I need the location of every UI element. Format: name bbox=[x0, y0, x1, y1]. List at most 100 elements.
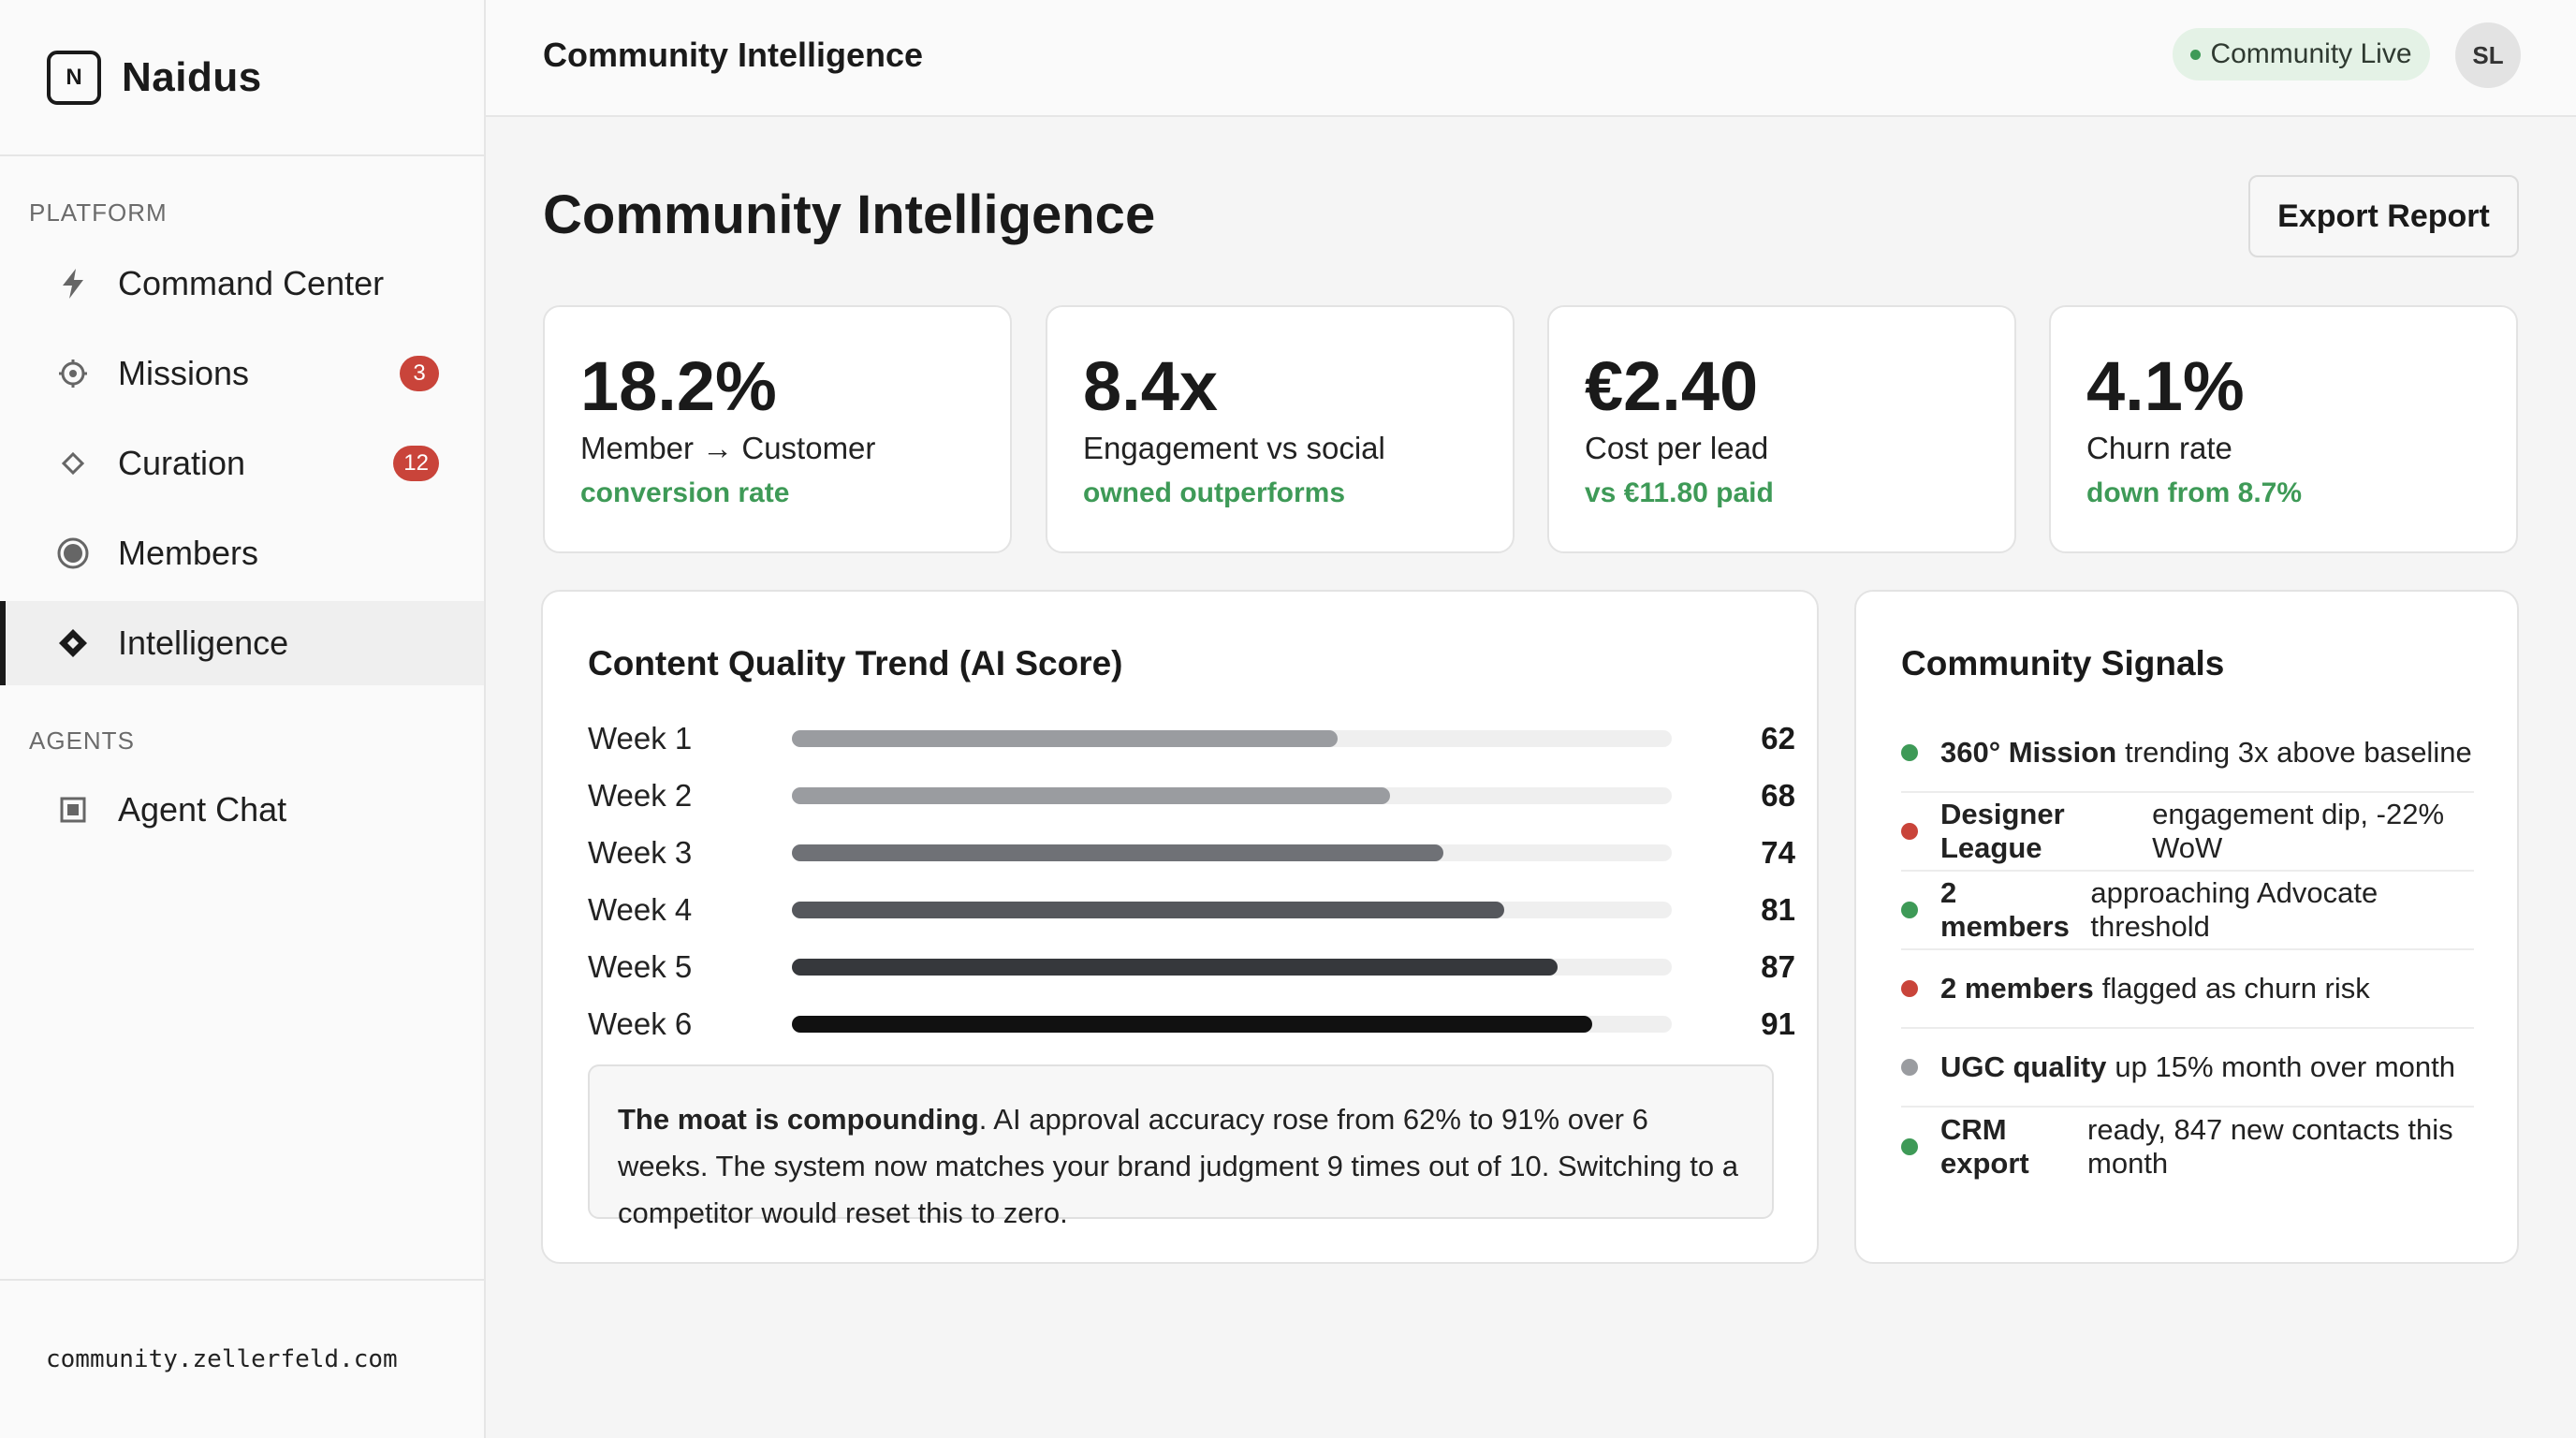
kpi-label: Churn rate bbox=[2086, 431, 2232, 465]
trend-bar-track bbox=[792, 902, 1672, 918]
signal-subject: 360° Mission bbox=[1940, 736, 2117, 769]
kpi-label: Cost per lead bbox=[1585, 431, 1769, 465]
sidebar-item-agent-chat[interactable]: Agent Chat bbox=[0, 768, 484, 852]
signal-subject: UGC quality bbox=[1940, 1050, 2107, 1083]
sidebar-item-members[interactable]: Members bbox=[0, 511, 484, 595]
insight-body: . AI approval accuracy rose from 62% to … bbox=[618, 1103, 1738, 1229]
status-badge: Community Live bbox=[2173, 28, 2430, 81]
kpi-value: 4.1% bbox=[2086, 347, 2245, 425]
trend-value: 87 bbox=[1761, 949, 1795, 984]
trend-row: Week 3 74 bbox=[588, 829, 1795, 876]
kpi-subtext: down from 8.7% bbox=[2086, 477, 2303, 508]
brand-name: Naidus bbox=[122, 53, 262, 100]
brand[interactable]: N Naidus bbox=[0, 0, 484, 156]
trend-row: Week 2 68 bbox=[588, 772, 1795, 819]
signal-subject: Designer League bbox=[1940, 798, 2065, 864]
sidebar-item-curation[interactable]: Curation 12 bbox=[0, 421, 484, 506]
trend-row: Week 5 87 bbox=[588, 944, 1795, 990]
lightning-icon bbox=[56, 267, 90, 301]
signal-item[interactable]: 2 members approaching Advocate threshold bbox=[1901, 872, 2474, 950]
trend-bar-track bbox=[792, 730, 1672, 747]
quality-trend-card: Content Quality Trend (AI Score) Week 1 6… bbox=[541, 590, 1819, 1264]
signal-text: approaching Advocate threshold bbox=[2090, 876, 2378, 943]
trend-bar bbox=[792, 902, 1505, 918]
section-label-agents: AGENTS bbox=[29, 726, 135, 755]
kpi-subtext: owned outperforms bbox=[1083, 477, 1346, 508]
square-chat-icon bbox=[56, 793, 90, 827]
signal-item[interactable]: UGC quality up 15% month over month bbox=[1901, 1029, 2474, 1108]
community-signals-card: Community Signals 360° Mission trending 3… bbox=[1854, 590, 2519, 1264]
trend-value: 74 bbox=[1761, 835, 1795, 870]
signal-text: ready, 847 new contacts this month bbox=[2087, 1113, 2453, 1180]
trend-value: 68 bbox=[1761, 778, 1795, 813]
signal-text: engagement dip, -22% WoW bbox=[2152, 798, 2445, 864]
avatar[interactable]: SL bbox=[2455, 22, 2521, 88]
signal-status-dot-icon bbox=[1901, 902, 1918, 918]
trend-row: Week 1 62 bbox=[588, 715, 1795, 762]
trend-bar bbox=[792, 787, 1391, 804]
trend-bar-track bbox=[792, 1016, 1672, 1033]
diamond-filled-icon bbox=[56, 626, 90, 660]
trend-week-label: Week 1 bbox=[588, 721, 693, 756]
signal-item[interactable]: 2 members flagged as churn risk bbox=[1901, 950, 2474, 1029]
signal-subject: CRM export bbox=[1940, 1113, 2029, 1180]
kpi-value: €2.40 bbox=[1585, 347, 1759, 425]
sidebar: N Naidus PLATFORM Command Center Mission… bbox=[0, 0, 486, 1438]
trend-week-label: Week 4 bbox=[588, 892, 693, 927]
sidebar-item-label: Agent Chat bbox=[118, 790, 287, 829]
community-url[interactable]: community.zellerfeld.com bbox=[0, 1279, 484, 1438]
trend-week-label: Week 3 bbox=[588, 835, 693, 870]
missions-count-badge: 3 bbox=[400, 356, 439, 391]
trend-bar-track bbox=[792, 844, 1672, 861]
trend-row: Week 4 81 bbox=[588, 887, 1795, 933]
kpi-card-cost-per-lead: €2.40 Cost per lead vs €11.80 paid bbox=[1547, 305, 2016, 553]
kpi-label: Engagement vs social bbox=[1083, 431, 1385, 465]
top-bar: Community Intelligence Community Live SL bbox=[486, 0, 2576, 117]
insight-headline: The moat is compounding bbox=[618, 1103, 979, 1136]
signal-status-dot-icon bbox=[1901, 1059, 1918, 1076]
signal-text: flagged as churn risk bbox=[2101, 972, 2370, 1005]
sidebar-item-label: Members bbox=[118, 534, 259, 572]
signal-text: up 15% month over month bbox=[2115, 1050, 2456, 1083]
signal-status-dot-icon bbox=[1901, 823, 1918, 840]
signal-status-dot-icon bbox=[1901, 1138, 1918, 1155]
topbar-title: Community Intelligence bbox=[543, 36, 924, 74]
trend-week-label: Week 5 bbox=[588, 949, 693, 984]
sidebar-item-missions[interactable]: Missions 3 bbox=[0, 331, 484, 416]
trend-bar-track bbox=[792, 787, 1672, 804]
kpi-value: 18.2% bbox=[580, 347, 777, 425]
signal-subject: 2 members bbox=[1940, 972, 2094, 1005]
brand-logo-icon: N bbox=[47, 50, 101, 105]
sidebar-item-label: Curation bbox=[118, 444, 246, 482]
kpi-card-engagement: 8.4x Engagement vs social owned outperfo… bbox=[1046, 305, 1515, 553]
kpi-value: 8.4x bbox=[1083, 347, 1219, 425]
signal-item[interactable]: CRM export ready, 847 new contacts this m… bbox=[1901, 1108, 2474, 1186]
trend-value: 81 bbox=[1761, 892, 1795, 927]
status-dot-icon bbox=[2190, 49, 2202, 60]
signal-item[interactable]: Designer League engagement dip, -22% WoW bbox=[1901, 793, 2474, 872]
kpi-card-conversion: 18.2% Member → Customer conversion rate bbox=[543, 305, 1012, 553]
trend-bar bbox=[792, 1016, 1593, 1033]
trend-row: Week 6 91 bbox=[588, 1001, 1795, 1048]
insight-note: The moat is compounding. AI approval acc… bbox=[588, 1064, 1774, 1229]
export-report-button[interactable]: Export Report bbox=[2248, 175, 2519, 257]
trend-bar bbox=[792, 730, 1338, 747]
sidebar-item-command-center[interactable]: Command Center bbox=[0, 242, 484, 326]
signal-text: trending 3x above baseline bbox=[2125, 736, 2472, 769]
sidebar-item-label: Intelligence bbox=[118, 624, 289, 662]
target-icon bbox=[56, 357, 90, 390]
sidebar-item-intelligence[interactable]: Intelligence bbox=[0, 601, 484, 685]
signal-status-dot-icon bbox=[1901, 744, 1918, 761]
trend-value: 91 bbox=[1761, 1006, 1795, 1041]
trend-card-title: Content Quality Trend (AI Score) bbox=[588, 644, 1123, 682]
signal-item[interactable]: 360° Mission trending 3x above baseline bbox=[1901, 714, 2474, 793]
trend-bar bbox=[792, 844, 1443, 861]
curation-count-badge: 12 bbox=[393, 446, 439, 481]
sidebar-item-label: Command Center bbox=[118, 264, 385, 302]
signals-card-title: Community Signals bbox=[1901, 644, 2225, 682]
kpi-card-churn: 4.1% Churn rate down from 8.7% bbox=[2049, 305, 2518, 553]
status-text: Community Live bbox=[2210, 38, 2412, 69]
trend-bar bbox=[792, 959, 1558, 976]
trend-week-label: Week 6 bbox=[588, 1006, 693, 1041]
diamond-outline-icon bbox=[56, 447, 90, 480]
